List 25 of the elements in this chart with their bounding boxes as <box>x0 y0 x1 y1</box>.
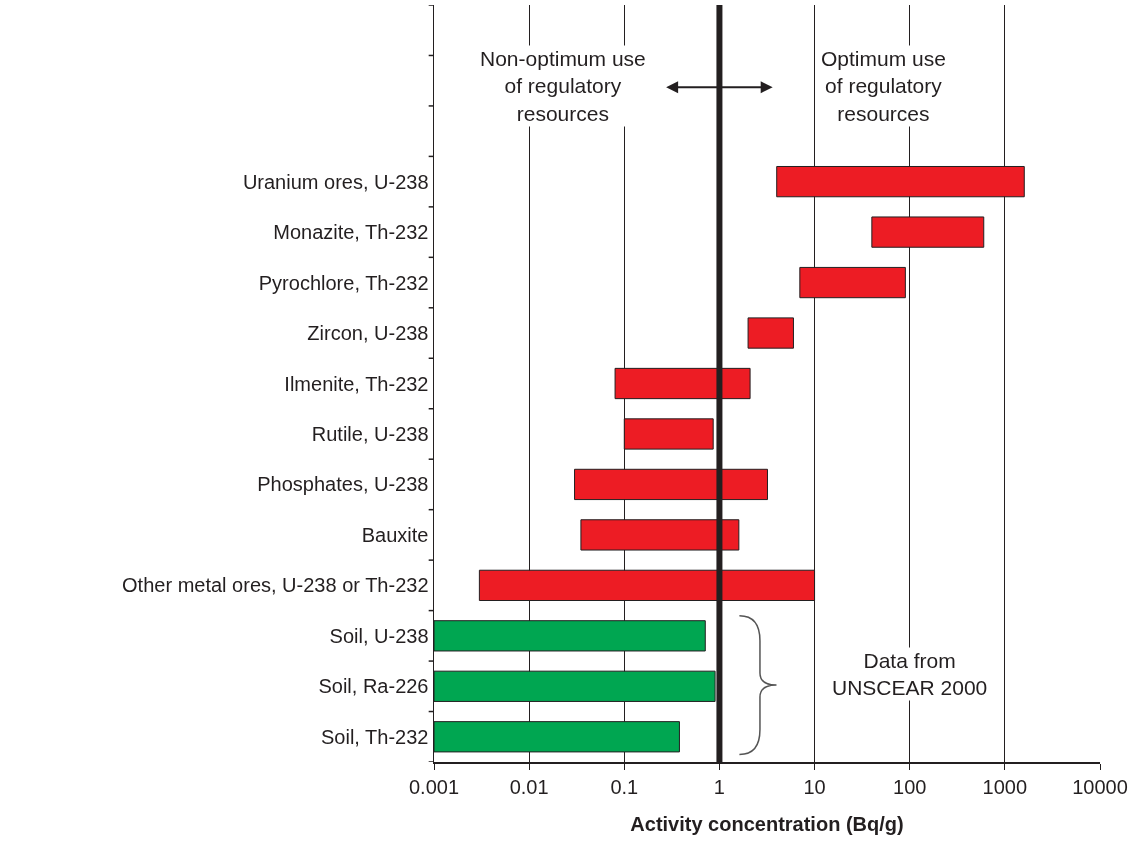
y-tick-label: Soil, U-238 <box>329 624 429 647</box>
y-tick-label: Rutile, U-238 <box>311 422 429 445</box>
x-tick-label: 0.001 <box>408 775 460 798</box>
text: Non-optimum use of regulatory resources <box>480 47 646 125</box>
y-tick-label: Monazite, Th-232 <box>273 221 429 244</box>
x-tick-label: 0.01 <box>509 775 549 798</box>
y-tick-label: Other metal ores, U-238 or Th-232 <box>122 574 429 597</box>
y-tick-label: Bauxite <box>361 523 429 546</box>
y-tick-label: Soil, Ra-226 <box>318 675 429 698</box>
x-tick-label: 100 <box>893 775 927 798</box>
y-tick-label: Ilmenite, Th-232 <box>284 372 429 395</box>
x-tick-label: 10 <box>803 775 826 798</box>
y-tick-label: Soil, Th-232 <box>321 725 429 748</box>
x-tick-label: 1000 <box>982 775 1028 798</box>
x-tick-label: 10000 <box>1072 775 1128 798</box>
x-tick-label: 0.1 <box>610 775 639 798</box>
y-tick-label: Pyrochlore, Th-232 <box>258 271 429 294</box>
annotation: Data from UNSCEAR 2000 <box>832 649 988 700</box>
bar <box>747 317 794 349</box>
x-tick-label: 1 <box>713 775 725 798</box>
y-tick-label: Zircon, U-238 <box>307 322 429 345</box>
text: Optimum use of regulatory resources <box>821 47 946 125</box>
y-tick-label: Phosphates, U-238 <box>257 473 429 496</box>
y-tick-label: Uranium ores, U-238 <box>242 170 429 193</box>
x-axis-title: Activity concentration (Bq/g) <box>630 812 904 835</box>
